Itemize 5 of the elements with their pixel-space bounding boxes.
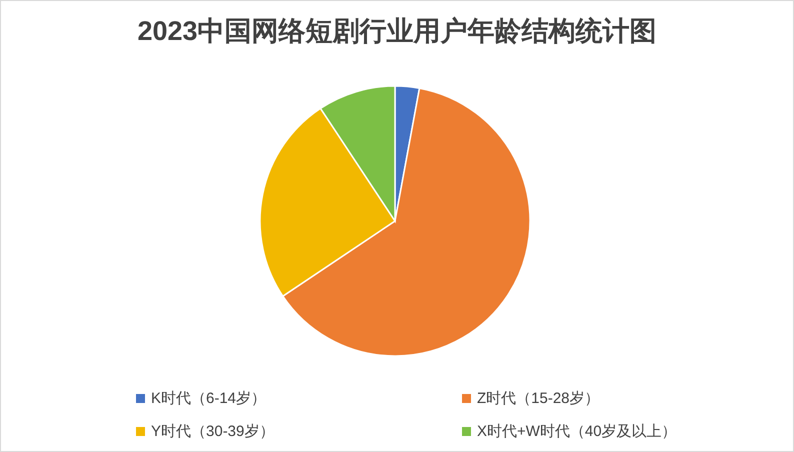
legend-label: Y时代（30-39岁） [151,422,274,441]
chart-title: 2023中国网络短剧行业用户年龄结构统计图 [136,15,658,48]
legend-label: K时代（6-14岁） [151,389,266,408]
legend-label: Z时代（15-28岁） [477,389,600,408]
legend-label: X时代+W时代（40岁及以上） [477,422,677,441]
